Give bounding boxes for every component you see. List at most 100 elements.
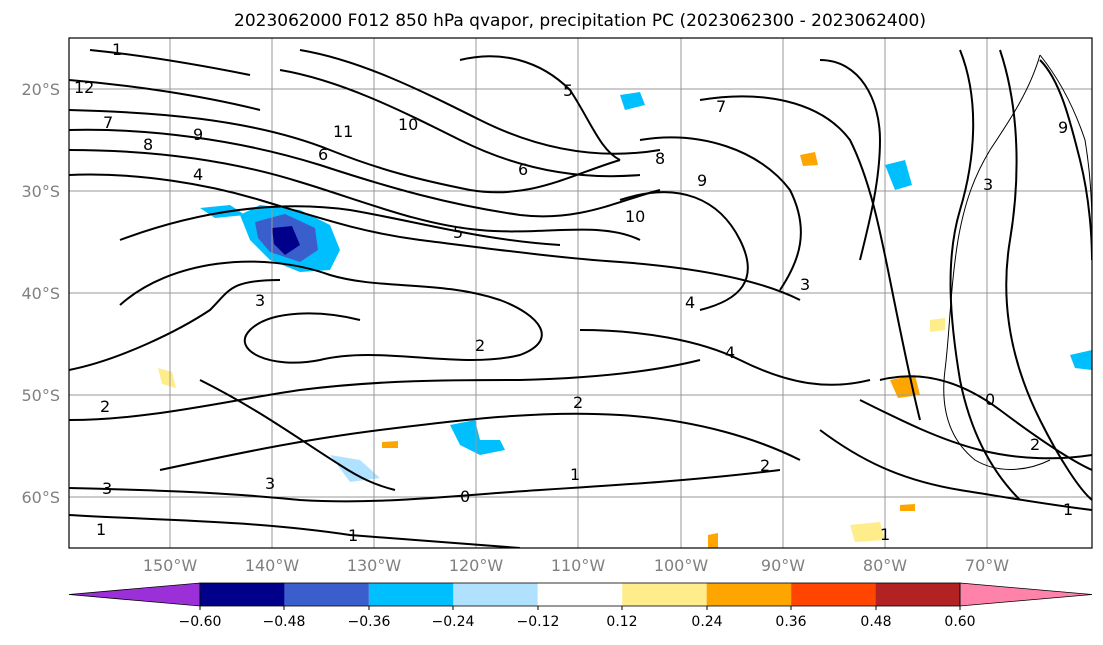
colorbar-tick-label: 0.48: [860, 614, 891, 630]
colorbar-segment: [537, 583, 623, 606]
precip-blob-light-2: [450, 420, 505, 455]
contour-label: 1: [96, 520, 106, 539]
contour-label: 9: [697, 171, 707, 190]
contour-label: 2: [100, 397, 110, 416]
contour-label: 7: [103, 113, 113, 132]
precip-blob-positive-4: [800, 152, 818, 166]
colorbar-extend-min: [68, 582, 201, 607]
contour-line: [119, 205, 561, 246]
colorbar-tick-label: 0.60: [944, 614, 975, 630]
lon-label: 150°W: [143, 556, 198, 575]
colorbar-segment: [706, 583, 792, 606]
colorbar-segment: [791, 583, 876, 606]
colorbar-ticks: [199, 606, 961, 610]
contour-label: 7: [716, 97, 726, 116]
contour-line: [819, 429, 1092, 511]
lat-label: 40°S: [21, 284, 60, 303]
precip-blob-positive-2: [850, 522, 885, 542]
colorbar-tick-label: −0.60: [179, 614, 222, 630]
map-panel: 1 12 9 8 7 11 10 6 5 4 3 2 1 1 0 3 2 2 2…: [21, 37, 1093, 575]
colorbar: −0.60 −0.48 −0.36 −0.24 −0.12 0.12 0.24 …: [68, 582, 1093, 630]
contour-line: [69, 128, 661, 218]
colorbar-outline: [199, 582, 961, 607]
precip-blob-positive-8: [930, 318, 945, 332]
contour-line: [69, 149, 641, 241]
colorbar-tick-label: 0.12: [606, 614, 637, 630]
contour-line: [69, 173, 801, 301]
contour-label: 0: [985, 390, 995, 409]
contour-label: 10: [625, 207, 645, 226]
contour-labels: 1 12 9 8 7 11 10 6 5 4 3 2 1 1 0 3 2 2 2…: [74, 40, 1073, 545]
contour-label: 9: [1058, 118, 1068, 137]
contour-label: 3: [265, 474, 275, 493]
lon-label: 90°W: [761, 556, 805, 575]
contour-label: 5: [563, 81, 573, 100]
longitude-labels: 150°W 140°W 130°W 120°W 110°W 100°W 90°W…: [143, 556, 1009, 575]
contour-label: 4: [725, 343, 735, 362]
contour-line: [639, 136, 802, 291]
latitude-labels: 20°S 30°S 40°S 50°S 60°S: [21, 80, 60, 507]
precip-blob-positive-3: [158, 368, 176, 388]
precip-blob-positive-6: [382, 441, 398, 448]
contour-label: 6: [518, 160, 528, 179]
contour-label: 2: [760, 456, 770, 475]
colorbar-segment: [453, 583, 538, 606]
coastline: [943, 54, 1051, 470]
contour-line: [69, 469, 781, 503]
contour-line: [459, 55, 621, 161]
figure-title: 2023062000 F012 850 hPa qvapor, precipit…: [234, 11, 926, 31]
precip-blob-light-6: [620, 92, 645, 110]
contour-label: 12: [74, 78, 94, 97]
contour-line: [579, 329, 871, 386]
contour-line: [69, 109, 621, 194]
colorbar-tick-label: −0.24: [432, 614, 475, 630]
lon-label: 140°W: [245, 556, 300, 575]
contour-line: [119, 260, 543, 364]
map-frame: [68, 37, 1093, 549]
contour-line: [299, 49, 661, 155]
contour-label: 3: [800, 275, 810, 294]
colorbar-segment: [200, 583, 285, 606]
precip-blob-light-3: [330, 455, 380, 482]
colorbar-segment: [284, 583, 369, 606]
lat-label: 20°S: [21, 80, 60, 99]
precip-blob-positive-5: [708, 533, 718, 548]
contour-label: 2: [475, 336, 485, 355]
lon-label: 120°W: [449, 556, 504, 575]
contour-label: 1: [348, 526, 358, 545]
contour-label: 4: [193, 165, 203, 184]
colorbar-tick-label: −0.36: [348, 614, 391, 630]
colorbar-segments: [68, 582, 1093, 607]
lon-label: 100°W: [654, 556, 709, 575]
lon-label: 70°W: [965, 556, 1009, 575]
precip-blob-negative-max: [272, 226, 300, 255]
contour-line: [279, 69, 641, 178]
contour-label: 1: [880, 525, 890, 544]
colorbar-segment: [875, 583, 960, 606]
contour-line: [1039, 59, 1092, 261]
colorbar-segment: [622, 583, 707, 606]
qvapor-contours: [69, 49, 1092, 548]
contour-label: 3: [255, 291, 265, 310]
contour-label: 0: [460, 487, 470, 506]
contour-label: 10: [398, 115, 418, 134]
precip-blob-light-5: [1070, 350, 1092, 370]
colorbar-tick-label: −0.48: [263, 614, 306, 630]
precip-blob-positive-7: [900, 504, 915, 511]
colorbar-tick-label: 0.24: [691, 614, 722, 630]
contour-label: 3: [983, 175, 993, 194]
contour-line: [619, 191, 749, 311]
contour-label: 1: [1063, 500, 1073, 519]
lat-label: 60°S: [21, 488, 60, 507]
lat-label: 30°S: [21, 182, 60, 201]
contour-label: 4: [685, 293, 695, 312]
contour-line: [69, 514, 521, 548]
contour-line: [69, 359, 701, 421]
colorbar-tick-labels: −0.60 −0.48 −0.36 −0.24 −0.12 0.12 0.24 …: [179, 614, 976, 630]
contour-line: [999, 49, 1092, 501]
contour-line: [819, 59, 882, 261]
lon-label: 80°W: [863, 556, 907, 575]
contour-label: 2: [573, 393, 583, 412]
